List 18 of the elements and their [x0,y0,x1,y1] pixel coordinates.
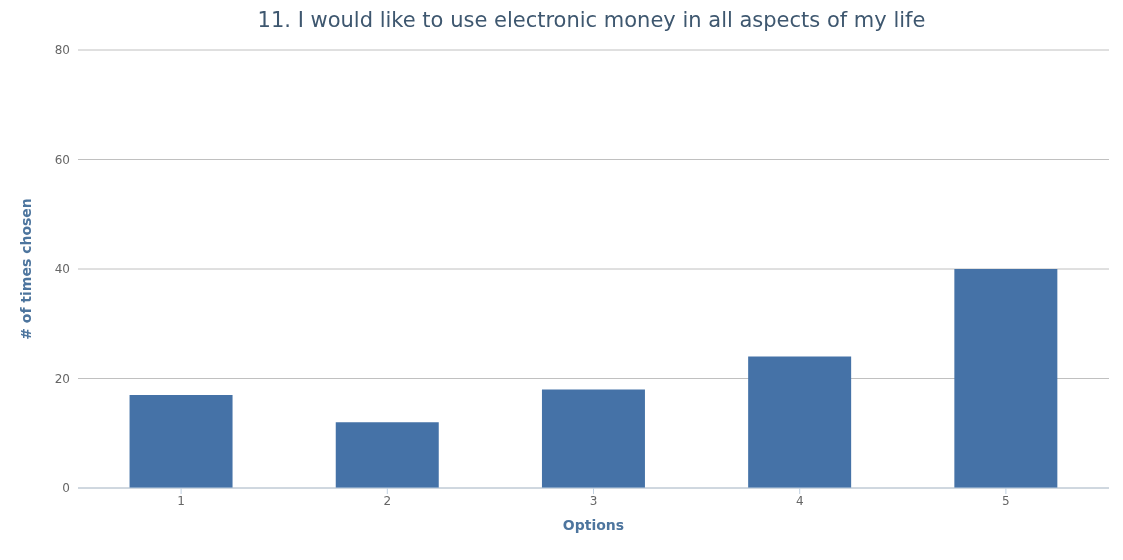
x-tick-label: 4 [795,493,804,508]
x-tick-label: 5 [1002,493,1010,508]
x-tick-label: 3 [589,493,598,508]
bar [541,389,645,488]
bar [335,422,439,488]
x-tick-label: 2 [383,493,392,508]
y-tick-label: 80 [54,43,70,58]
y-tick-label: 60 [54,152,70,167]
y-axis-title: # of times chosen [17,198,34,340]
bar [954,269,1058,488]
y-tick-label: 40 [54,262,70,277]
y-tick-label: 0 [62,481,70,496]
y-tick-label: 20 [54,371,70,386]
x-axis-title: Options [562,517,625,533]
bar [129,394,233,488]
x-tick-label: 1 [177,493,185,508]
chart-title: 11. I would like to use electronic money in all aspects of my life [256,8,927,34]
bar [748,356,852,488]
